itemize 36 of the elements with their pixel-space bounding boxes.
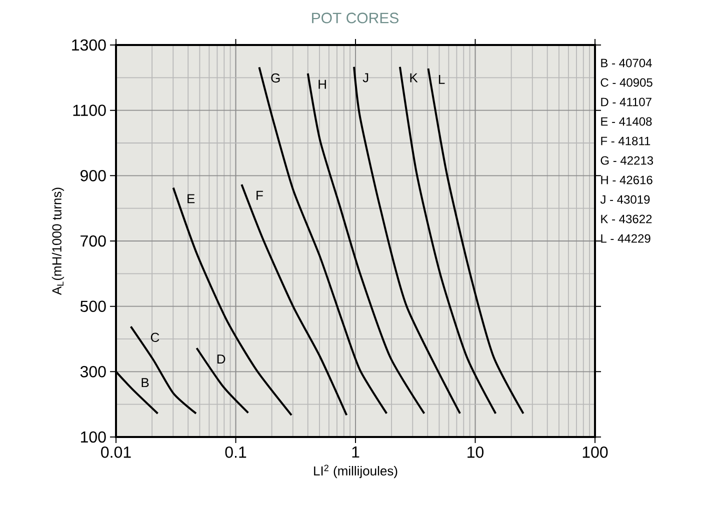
y-tick-label: 100 <box>81 431 106 443</box>
series-label: L <box>438 74 445 84</box>
x-axis-title: LI$^{2}$ (millijoules) <box>314 464 398 478</box>
x-tick-label: 0.01 <box>101 446 131 458</box>
series-label: H <box>318 80 326 89</box>
y-tick-label: 1100 <box>73 104 106 116</box>
series-label: K <box>410 73 418 82</box>
series-label: G <box>271 73 280 83</box>
chart-title: POT CORES <box>312 12 398 24</box>
x-tick-label: 10 <box>468 446 484 458</box>
series-label: F <box>256 190 263 200</box>
y-axis-title: A$_{L}$(mH/1000 turns) <box>52 188 64 296</box>
text: H - 42616 <box>601 176 652 184</box>
text: E - 41408 <box>601 117 652 126</box>
x-tick-label: 100 <box>582 446 608 458</box>
text: G - 42213 <box>600 156 654 165</box>
y-tick-label: 1300 <box>72 39 106 51</box>
text: C - 40905 <box>600 78 652 87</box>
x-tick-label: 0.1 <box>225 446 246 458</box>
y-tick-label: 500 <box>80 300 106 312</box>
series-label: E <box>188 194 195 204</box>
series-label: B <box>142 378 149 388</box>
series-label: J <box>362 73 368 82</box>
line-series <box>130 326 198 414</box>
text: J - 43019 <box>600 195 650 204</box>
text: L - 44229 <box>601 234 650 243</box>
series-label: C <box>150 332 160 342</box>
y-tick-label: 700 <box>80 235 106 247</box>
y-tick-label: 300 <box>80 366 106 378</box>
series-label: D <box>217 354 226 364</box>
text: K - 43622 <box>601 214 652 224</box>
text: B - 40704 <box>601 58 652 68</box>
x-tick-label: 1 <box>352 446 360 458</box>
text: D - 41107 <box>601 98 652 106</box>
text: F - 41811 <box>601 136 650 146</box>
y-tick-label: 900 <box>80 170 106 182</box>
